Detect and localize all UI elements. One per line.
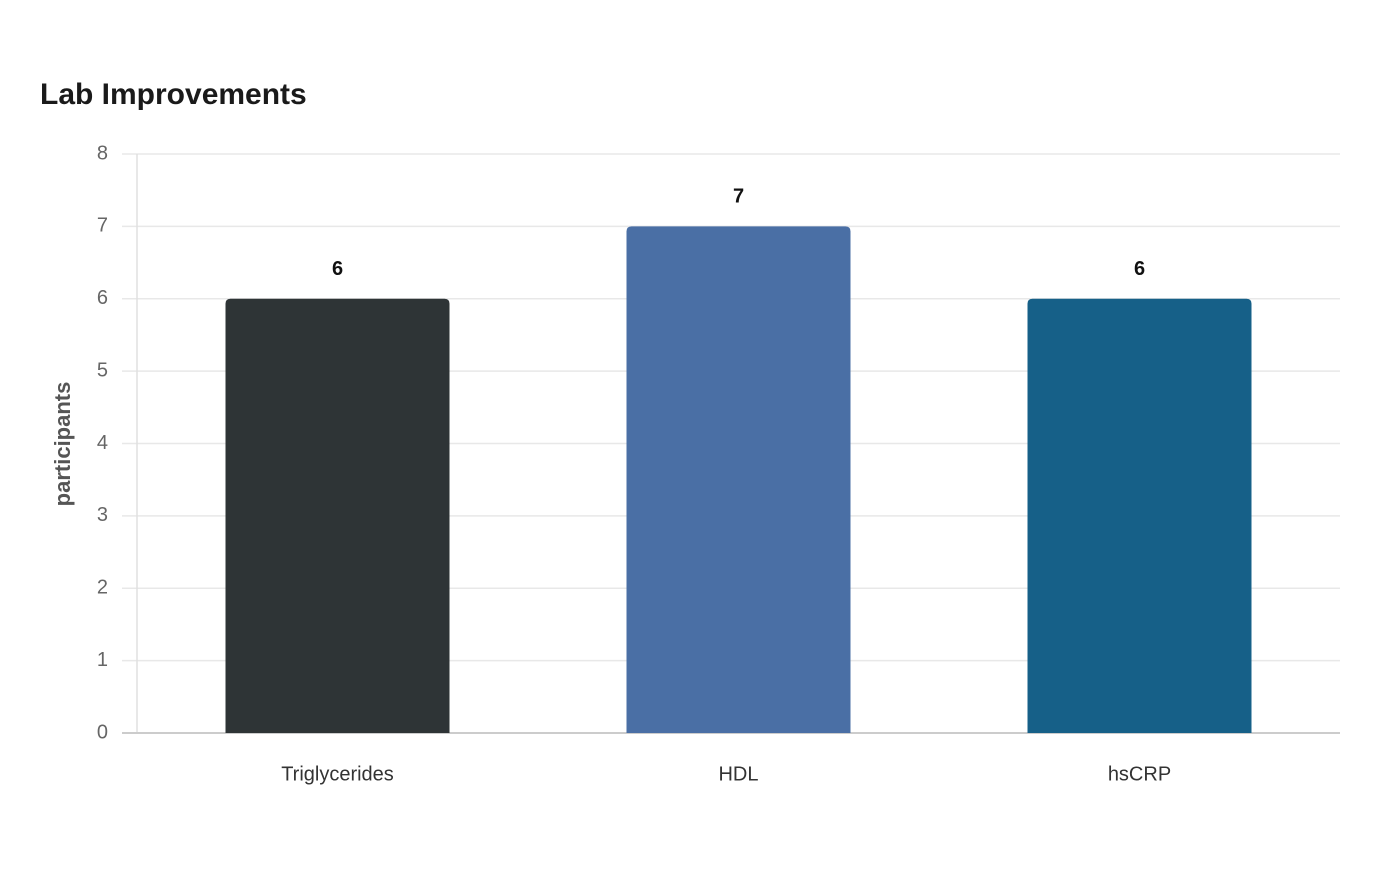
y-tick-label: 7 (97, 215, 108, 237)
y-tick-label: 3 (97, 504, 108, 526)
bar (626, 226, 851, 733)
y-tick-label: 6 (97, 287, 108, 309)
value-label: 7 (733, 186, 744, 208)
y-tick-label: 2 (97, 577, 108, 599)
x-tick-label: HDL (718, 763, 758, 785)
chart-title: Lab Improvements (40, 78, 307, 111)
x-tick-label: hsCRP (1108, 763, 1171, 785)
bar (1027, 298, 1252, 733)
bar (225, 298, 450, 733)
y-tick-label: 8 (97, 142, 108, 164)
y-tick-label: 1 (97, 649, 108, 671)
value-label: 6 (1134, 258, 1145, 280)
y-tick-label: 4 (97, 432, 108, 454)
x-tick-label: Triglycerides (281, 763, 394, 785)
y-axis-label: participants (50, 382, 75, 507)
value-label: 6 (332, 258, 343, 280)
y-tick-label: 0 (97, 721, 108, 743)
y-tick-label: 5 (97, 359, 108, 381)
